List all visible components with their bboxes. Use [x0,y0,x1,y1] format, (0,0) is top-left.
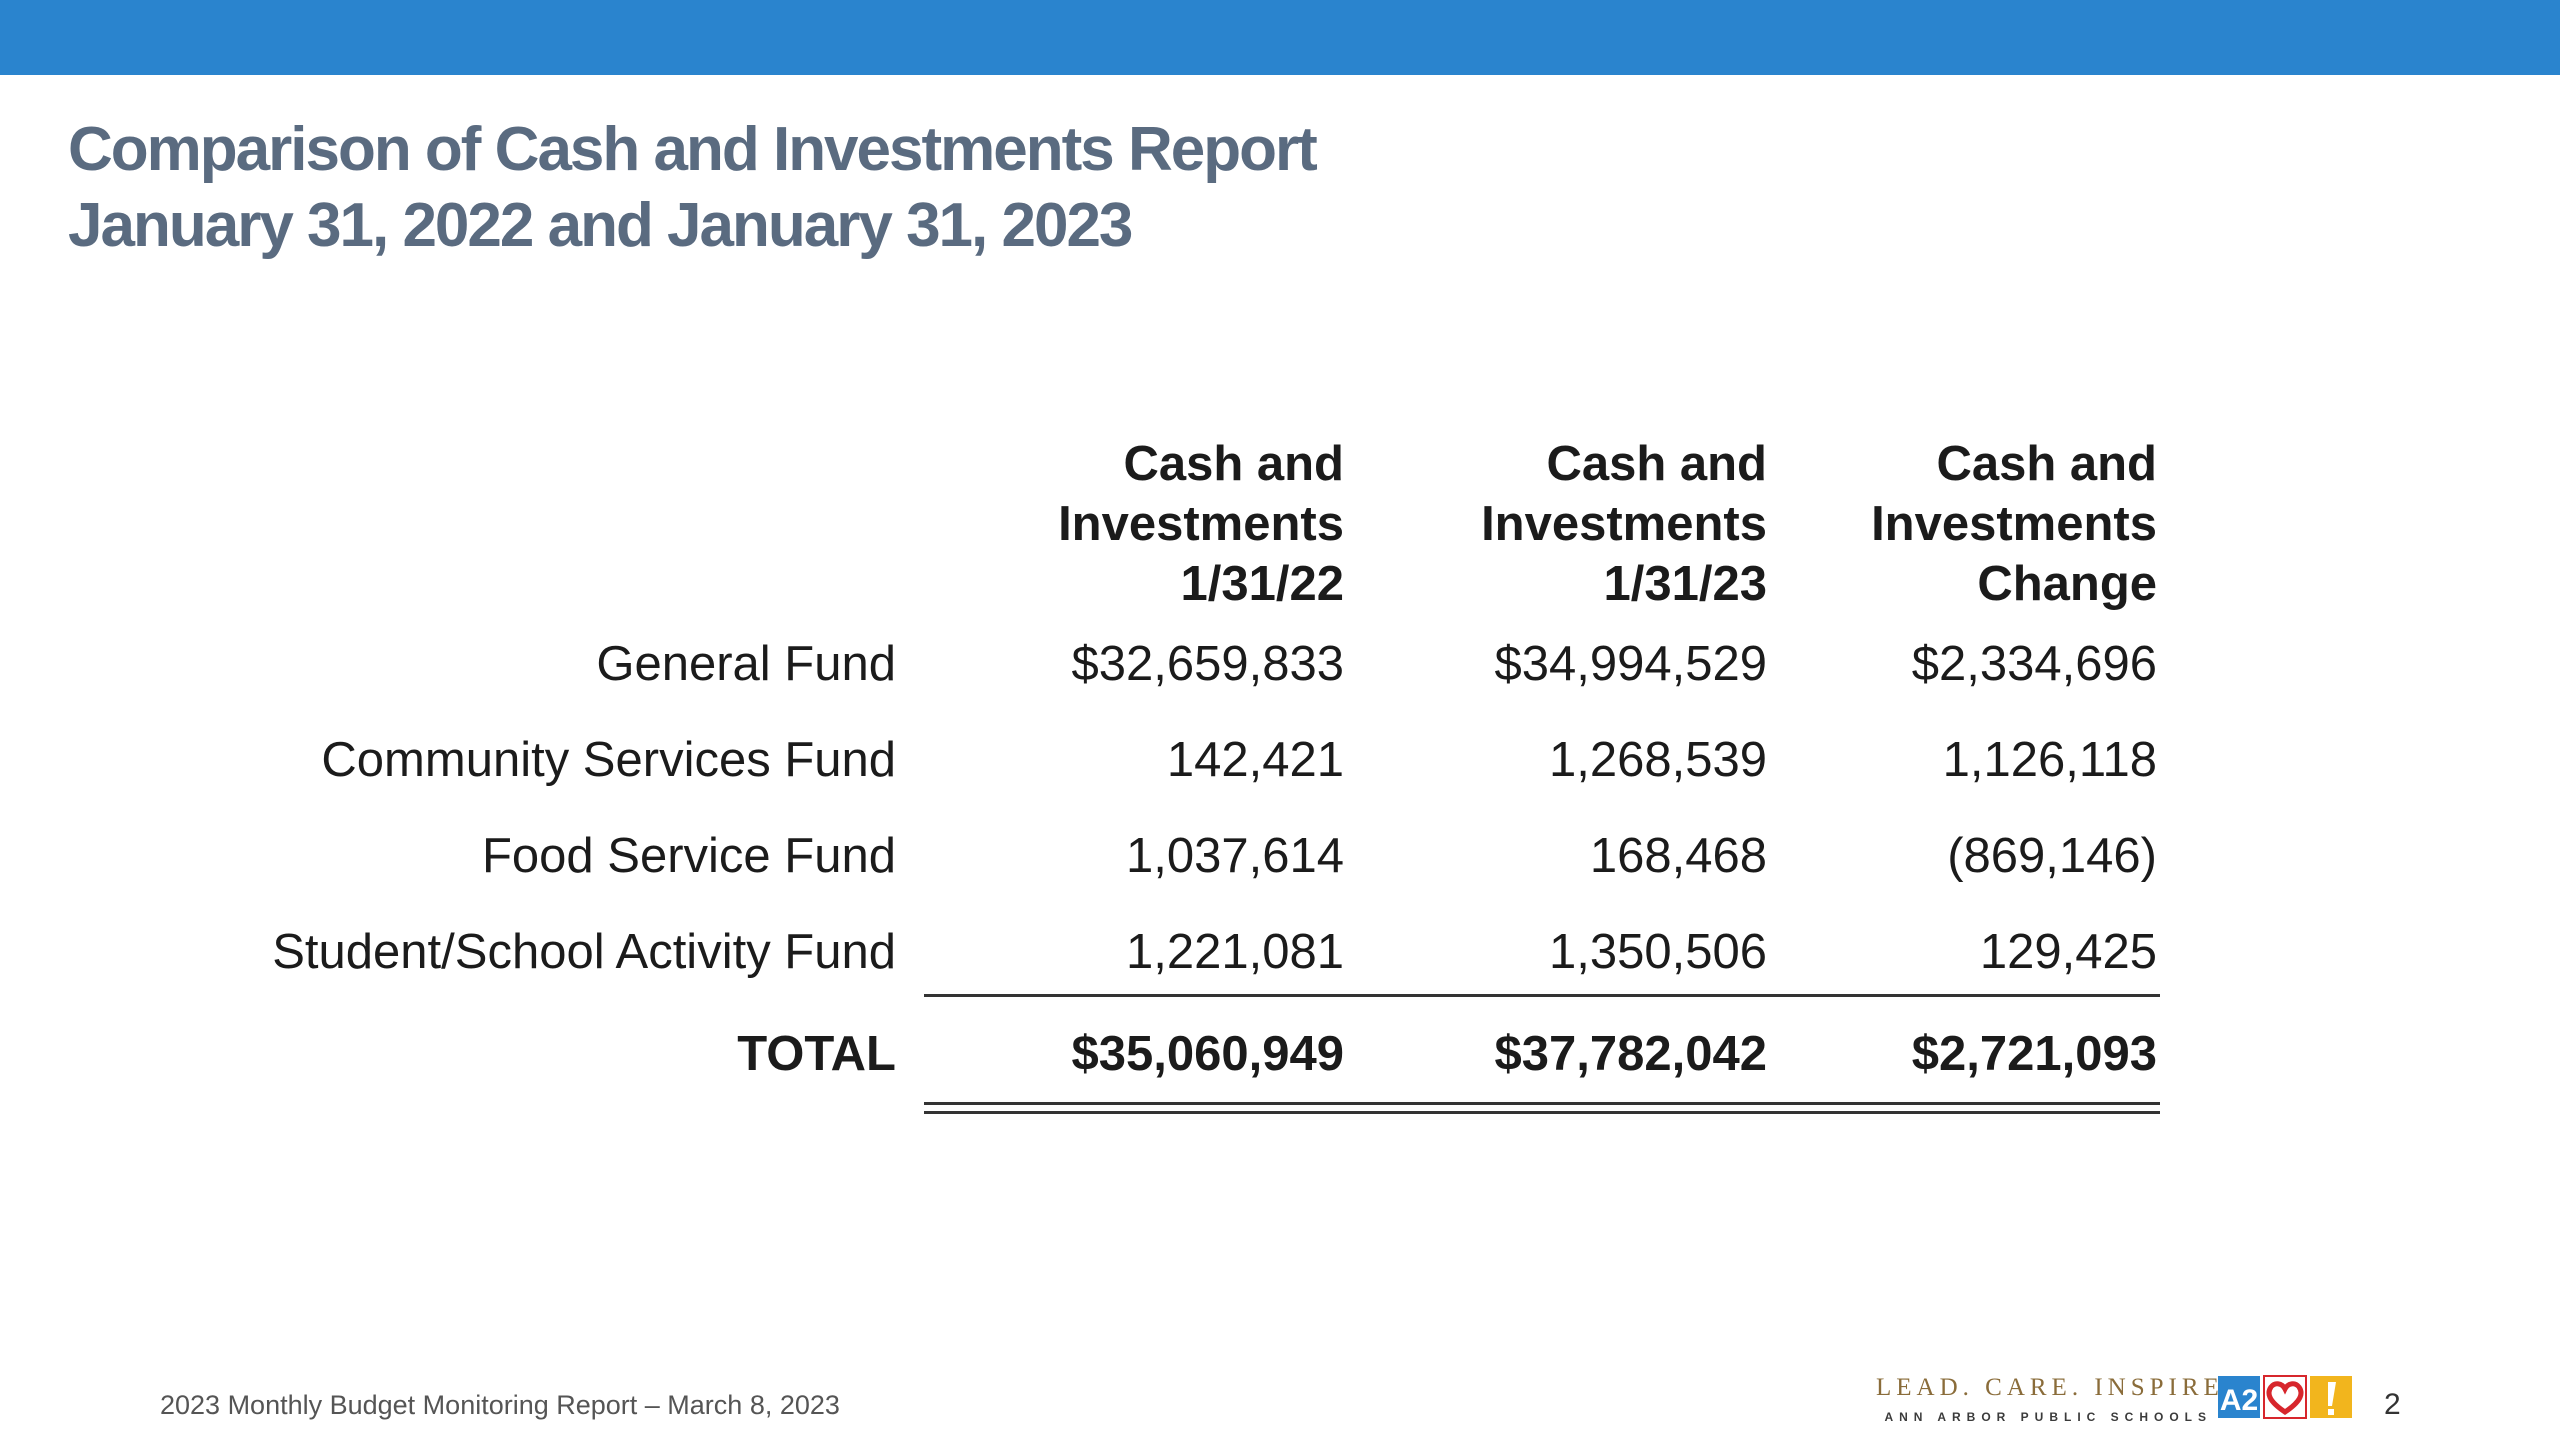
total-cell: $37,782,042 [1494,1027,1768,1081]
table-cell: $32,659,833 [1071,637,1345,691]
column-header-1-31-23: Cash and Investments 1/31/23 [1347,434,1767,614]
total-double-rule [924,1102,2160,1114]
column-header-line: Cash and [1936,437,2157,491]
row-label-food-service-fund: Food Service Fund [482,829,896,883]
total-cell: $2,721,093 [1911,1027,2157,1081]
row-label-student-school-activity-fund: Student/School Activity Fund [272,925,896,979]
footer-tagline: LEAD. CARE. INSPIRE. [1876,1374,2236,1401]
a2-heart-exclamation-logo-icon: A2 [2218,1375,2352,1419]
table-cell: (869,146) [1947,829,2157,883]
column-header-line: 1/31/22 [1180,557,1345,611]
table-cell: $34,994,529 [1494,637,1768,691]
row-label-total: TOTAL [737,1027,896,1081]
table-cell: 1,126,118 [1942,733,2157,787]
table-cell: 142,421 [1166,733,1344,787]
row-label-general-fund: General Fund [596,637,896,691]
total-cell: $35,060,949 [1071,1027,1345,1081]
title-line-2: January 31, 2022 and January 31, 2023 [68,191,1133,260]
table-cell: 1,350,506 [1549,925,1767,979]
column-header-line: Cash and [1546,437,1767,491]
column-header-change: Cash and Investments Change [1737,434,2157,614]
column-header-1-31-22: Cash and Investments 1/31/22 [924,434,1344,614]
table-cell: 1,037,614 [1126,829,1344,883]
page-title: Comparison of Cash and Investments Repor… [68,112,1318,264]
table-cell: 1,268,539 [1549,733,1767,787]
table-cell: 168,468 [1589,829,1767,883]
page-number: 2 [2384,1388,2401,1421]
table-cell: $2,334,696 [1911,637,2157,691]
row-label-community-services-fund: Community Services Fund [321,733,896,787]
column-header-line: Investments [1481,497,1767,551]
column-header-line: 1/31/23 [1603,557,1768,611]
title-line-1: Comparison of Cash and Investments Repor… [68,115,1318,184]
header-bar [0,0,2560,75]
table-cell: 1,221,081 [1126,925,1344,979]
column-header-line: Investments [1058,497,1344,551]
table-cell: 129,425 [1979,925,2157,979]
column-header-line: Investments [1871,497,2157,551]
column-header-line: Change [1977,557,2157,611]
column-header-line: Cash and [1123,437,1344,491]
footer-organization: ANN ARBOR PUBLIC SCHOOLS [1884,1410,2212,1424]
svg-text:A2: A2 [2220,1384,2258,1417]
footer-report-text: 2023 Monthly Budget Monitoring Report – … [160,1390,840,1420]
subtotal-rule [924,994,2160,997]
